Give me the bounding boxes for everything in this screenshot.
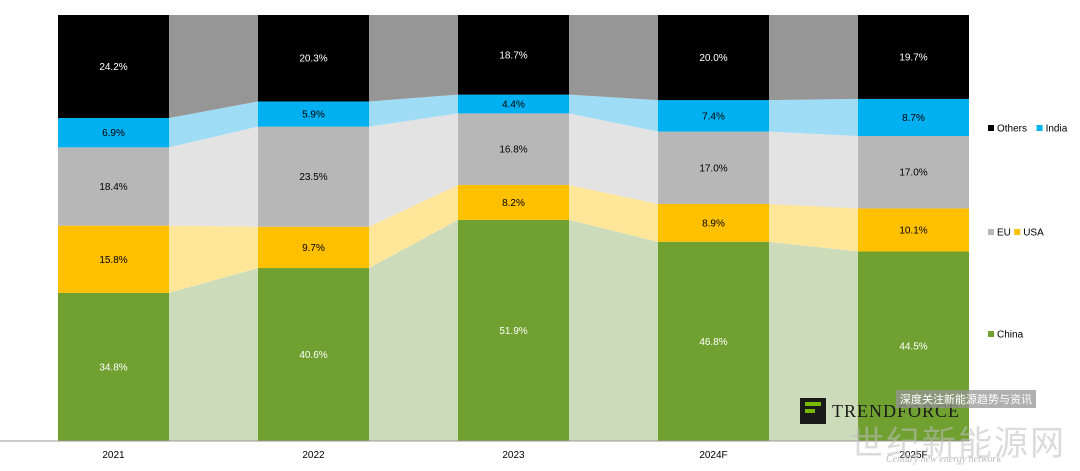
legend-label-india: India [1046,124,1068,135]
bar-china-2021 [58,292,169,441]
x-tick-label-2024f: 2024F [699,450,727,461]
band-others-2023-2024f [569,15,658,101]
band-india-2023-2024f [569,94,658,132]
x-tick-label-2023: 2023 [502,450,525,461]
legend-swatch-india [1036,125,1043,131]
legend-label-eu: EU [997,228,1011,239]
band-india-2022-2023 [369,94,458,127]
data-label-usa-2022: 9.7% [302,243,325,254]
bar-usa-2024f [658,203,769,242]
trendforce-logo-icon [800,398,826,424]
band-china-2022-2023 [369,219,458,441]
bar-china-2024f [658,241,769,441]
bar-others-2023 [458,15,569,95]
bar-china-2025f [858,251,969,441]
data-label-china-2023: 51.9% [499,326,527,337]
data-label-eu-2022: 23.5% [299,172,327,183]
bar-others-2025f [858,15,969,99]
data-label-usa-2024f: 8.9% [702,218,725,229]
bar-eu-2025f [858,135,969,209]
bar-usa-2021 [58,225,169,293]
data-label-eu-2025f: 17.0% [899,168,927,179]
data-label-india-2025f: 8.7% [902,113,925,124]
legend-label-usa: USA [1023,228,1044,239]
bar-india-2024f [658,100,769,132]
band-eu-2024f-2025f [769,131,858,209]
bars [58,15,969,441]
data-label-usa-2025f: 10.1% [899,225,927,236]
band-india-2021-2022 [169,101,258,148]
band-usa-2024f-2025f [769,203,858,252]
band-others-2022-2023 [369,15,458,102]
data-label-india-2023: 4.4% [502,100,525,111]
band-eu-2021-2022 [169,126,258,227]
legend-swatch-others [988,125,994,131]
band-others-2024f-2025f [769,15,858,101]
data-label-others-2021: 24.2% [99,62,127,73]
legend-swatch-eu [988,229,994,235]
band-usa-2022-2023 [369,184,458,269]
data-label-eu-2024f: 17.0% [699,163,727,174]
watermark: TRENDFORCE 深度关注新能源趋势与资讯 世纪新能源网 Century n… [800,390,1080,471]
watermark-chinese-sub: 深度关注新能源趋势与资讯 [896,390,1036,408]
data-labels: 34.8% 40.6% 51.9% 46.8% 44.5% 15.8% 9.7% 8.2% 8.… [99,50,927,373]
data-label-china-2024f: 46.8% [699,337,727,348]
connector-bands [169,15,858,441]
legend-label-china: China [997,330,1024,341]
x-tick-label-2025f: 2025F [899,450,927,461]
legend: Others India EU USA China [988,124,1068,341]
data-label-usa-2023: 8.2% [502,198,525,209]
bar-others-2021 [58,15,169,118]
data-label-others-2025f: 19.7% [899,52,927,63]
data-label-others-2023: 18.7% [499,50,527,61]
bar-india-2025f [858,98,969,136]
band-usa-2023-2024f [569,184,658,242]
data-label-india-2022: 5.9% [302,110,325,121]
band-china-2021-2022 [169,268,258,441]
bar-china-2022 [258,268,369,441]
data-label-eu-2021: 18.4% [99,182,127,193]
bar-usa-2022 [258,226,369,269]
data-label-china-2021: 34.8% [99,362,127,373]
band-china-2024f-2025f [769,241,858,441]
x-tick-label-2021: 2021 [102,450,125,461]
band-india-2024f-2025f [769,98,858,136]
band-eu-2022-2023 [369,113,458,227]
data-label-china-2025f: 44.5% [899,342,927,353]
bar-india-2022 [258,101,369,127]
bar-others-2022 [258,15,369,102]
legend-swatch-china [988,331,994,337]
data-label-india-2021: 6.9% [102,128,125,139]
bar-india-2023 [458,94,569,114]
legend-swatch-usa [1014,229,1021,235]
bar-china-2023 [458,219,569,441]
data-label-china-2022: 40.6% [299,350,327,361]
x-axis-ticks: 2021 2022 2023 2024F 2025F [102,450,927,461]
bar-eu-2022 [258,126,369,227]
band-eu-2023-2024f [569,113,658,204]
data-label-india-2024f: 7.4% [702,111,725,122]
bar-eu-2023 [458,113,569,185]
watermark-english-site: Century new energy network [886,454,1001,465]
data-label-usa-2021: 15.8% [99,255,127,266]
bar-usa-2023 [458,184,569,220]
x-tick-label-2022: 2022 [302,450,325,461]
bar-others-2024f [658,15,769,101]
bar-usa-2025f [858,208,969,252]
watermark-chinese-site: 世纪新能源网 [850,424,1066,464]
band-others-2021-2022 [169,15,258,118]
data-label-others-2024f: 20.0% [699,53,727,64]
band-china-2023-2024f [569,219,658,441]
legend-label-others: Others [997,124,1027,135]
data-label-eu-2023: 16.8% [499,145,527,156]
data-label-others-2022: 20.3% [299,54,327,65]
bar-eu-2024f [658,131,769,204]
band-usa-2021-2022 [169,225,258,293]
bar-india-2021 [58,117,169,148]
bar-eu-2021 [58,147,169,226]
